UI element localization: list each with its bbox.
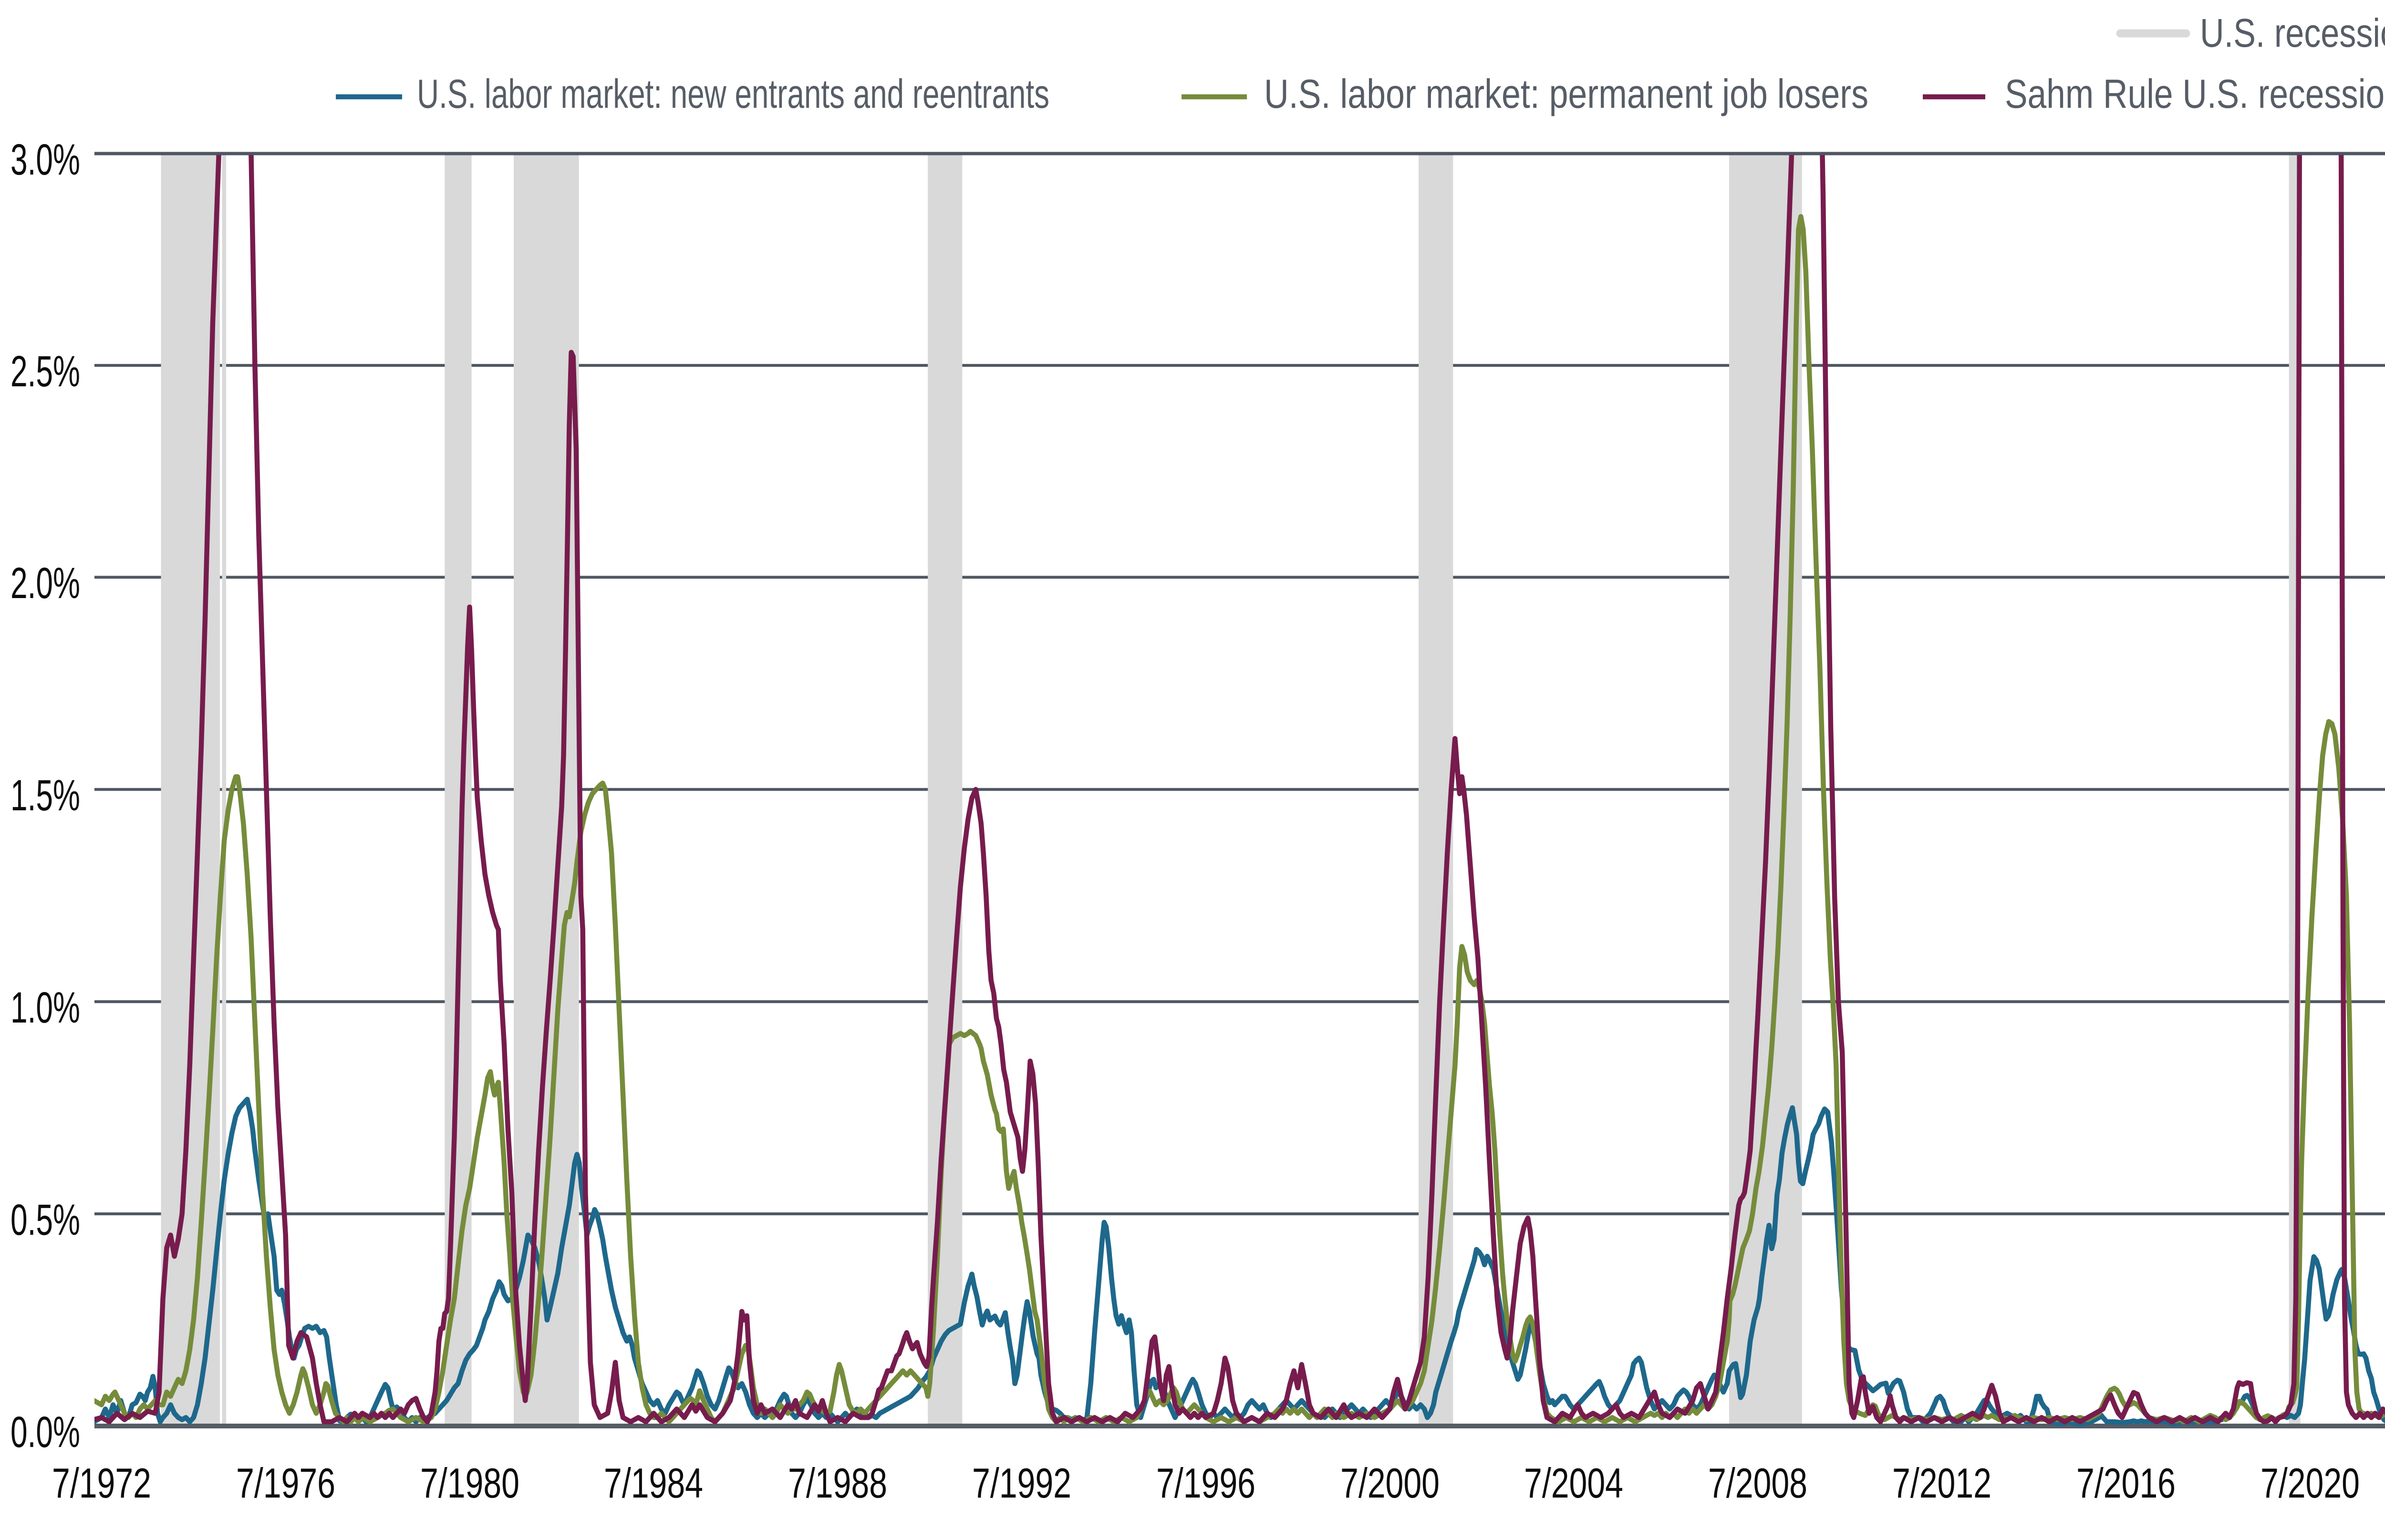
svg-text:7/2016: 7/2016 [2076, 1459, 2176, 1507]
svg-text:7/1988: 7/1988 [788, 1459, 887, 1507]
svg-text:1.5%: 1.5% [10, 771, 80, 820]
svg-text:Sahm Rule U.S. recession indic: Sahm Rule U.S. recession indicator [2005, 72, 2385, 117]
svg-text:U.S. labor market: permanent j: U.S. labor market: permanent job losers [1264, 72, 1868, 117]
svg-text:7/1984: 7/1984 [604, 1459, 703, 1507]
svg-text:7/2020: 7/2020 [2261, 1459, 2360, 1507]
svg-text:7/2000: 7/2000 [1340, 1459, 1440, 1507]
svg-text:7/1992: 7/1992 [972, 1459, 1071, 1507]
svg-text:7/1980: 7/1980 [420, 1459, 519, 1507]
svg-text:3.0%: 3.0% [10, 135, 80, 184]
svg-text:0.0%: 0.0% [10, 1408, 80, 1457]
svg-text:U.S. labor market: new entrant: U.S. labor market: new entrants and reen… [417, 72, 1049, 117]
svg-text:7/2012: 7/2012 [1892, 1459, 1991, 1507]
svg-text:1.0%: 1.0% [10, 983, 80, 1032]
svg-text:7/2008: 7/2008 [1708, 1459, 1807, 1507]
svg-text:7/2004: 7/2004 [1524, 1459, 1623, 1507]
svg-text:0.5%: 0.5% [10, 1196, 80, 1244]
svg-text:7/1972: 7/1972 [52, 1459, 151, 1507]
svg-text:U.S. recession (NBER): U.S. recession (NBER) [2200, 10, 2385, 55]
svg-text:2.5%: 2.5% [10, 347, 80, 396]
svg-text:2.0%: 2.0% [10, 559, 80, 608]
svg-text:7/1976: 7/1976 [236, 1459, 335, 1507]
svg-text:7/1996: 7/1996 [1156, 1459, 1255, 1507]
